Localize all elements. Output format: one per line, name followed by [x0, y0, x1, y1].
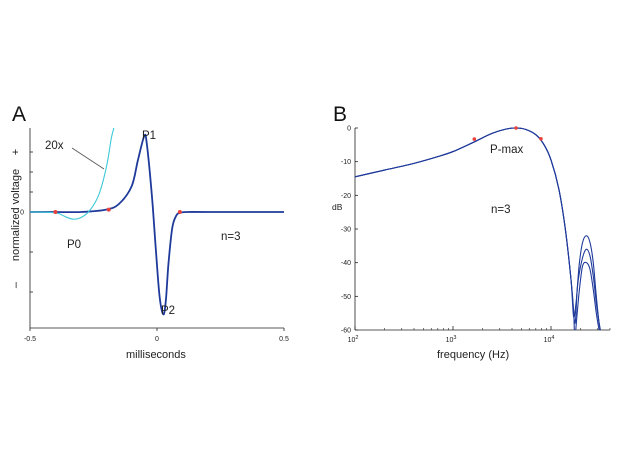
panel-a-annotation-20x: 20x	[45, 140, 64, 152]
panel-a-annotation-n3: n=3	[221, 231, 241, 243]
panel-a-series-20x	[29, 127, 115, 220]
panel-b-x-tick-exponent: 3	[453, 335, 456, 341]
panel-b-marker	[472, 137, 477, 141]
panel-b-y-tick-label: -60	[341, 328, 351, 335]
panel-b-x-tick-label: 102	[348, 335, 359, 344]
panel-b-y-tick-label: -30	[341, 227, 351, 234]
panel-a-y-minus-sign: –	[10, 281, 22, 288]
panel-a-x-tick-label: -0.5	[24, 336, 36, 343]
panel-a-annotation-p2: P2	[161, 305, 175, 317]
panel-b-y-tick-label: -50	[341, 294, 351, 301]
panel-a-y-tick-label: 0	[20, 210, 24, 217]
panel-b-series-line-1	[355, 127, 601, 330]
panel-a-marker	[53, 210, 58, 214]
panel-a-annotation-p1: P1	[142, 130, 156, 142]
panel-b-markers	[472, 126, 543, 141]
panel-a-x-tick-label: 0.5	[279, 336, 289, 343]
panel-a-letter: A	[12, 103, 26, 126]
panel-b-y-tick-label: -20	[341, 193, 351, 200]
panel-b-series-line-2	[355, 127, 601, 330]
panel-a-marker	[177, 210, 182, 214]
panel-b-annotation-pmax: P-max	[490, 144, 523, 156]
panel-b-y-tick-label: -40	[341, 260, 351, 267]
panel-a: A -0.5 0 0.5 0 milliseconds normalized vol…	[10, 103, 289, 361]
panel-a-series-main	[30, 133, 284, 316]
panel-b-annotation-n3: n=3	[491, 204, 511, 216]
panel-a-series	[29, 127, 284, 316]
panel-a-x-label: milliseconds	[126, 349, 186, 361]
panel-b-y-tick-label: 0	[347, 126, 351, 133]
panel-a-x-tick-label: 0	[155, 336, 159, 343]
panel-b-x-tick-exponent: 2	[355, 335, 358, 341]
panel-b-x-label: frequency (Hz)	[437, 349, 509, 361]
panel-b-series	[355, 127, 601, 330]
panel-b-x-tick-base: 10	[446, 337, 454, 344]
panel-b: B 0-10-20-30-40-50-60 102 103 104 dB frequ…	[332, 103, 611, 361]
panel-a-y-label: normalized voltage	[10, 169, 22, 261]
panel-a-axes	[29, 128, 284, 329]
panel-b-y-tick-label: -10	[341, 159, 351, 166]
panel-a-markers	[53, 207, 182, 214]
panel-b-x-tick-label: 103	[446, 335, 457, 344]
panel-a-y-plus-sign: +	[10, 149, 22, 155]
panel-b-x-tick-base: 10	[348, 337, 356, 344]
panel-b-y-ticks: 0 -10 -20 -30 -40 -50 -60	[341, 126, 358, 335]
panel-b-x-tick-exponent: 4	[551, 335, 554, 341]
panel-b-marker	[539, 136, 543, 141]
panel-b-x-tick-label: 104	[544, 335, 555, 344]
panel-b-x-ticks: 102 103 104	[348, 326, 611, 344]
panel-a-20x-leader-line	[71, 147, 105, 170]
panel-a-annotation-p0: P0	[67, 239, 81, 251]
panel-b-series-line-3	[355, 127, 600, 330]
panel-b-axes	[354, 128, 610, 331]
panel-a-y-ticks: 0	[20, 151, 33, 293]
panel-b-y-label: dB	[332, 202, 343, 212]
panel-b-letter: B	[333, 103, 347, 126]
panel-b-x-tick-base: 10	[544, 337, 552, 344]
panel-a-x-ticks: -0.5 0 0.5	[24, 328, 289, 343]
panel-a-marker	[106, 207, 111, 212]
panel-b-marker	[514, 126, 518, 130]
